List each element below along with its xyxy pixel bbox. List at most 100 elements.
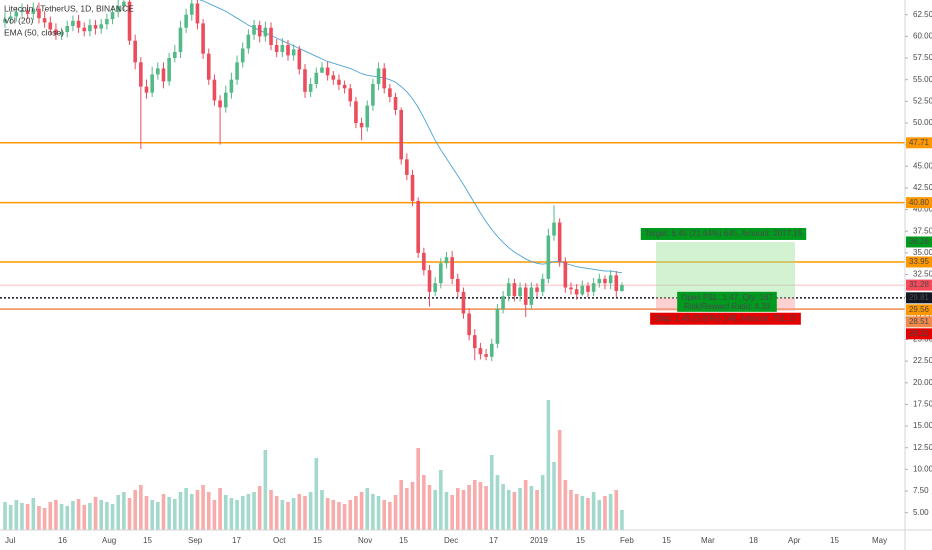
- candle-body: [252, 25, 256, 35]
- volume-bar: [467, 485, 471, 530]
- volume-bar: [472, 480, 477, 530]
- candle-body: [427, 270, 432, 292]
- volume-bar: [608, 494, 613, 530]
- price-tag-bg: [906, 316, 932, 328]
- candle-body: [569, 287, 573, 290]
- volume-bar: [552, 462, 556, 530]
- x-tick-label: 15: [830, 536, 839, 545]
- candle-body: [495, 309, 500, 344]
- candle-body: [518, 287, 522, 297]
- candle-body: [167, 58, 171, 82]
- candle-body: [591, 283, 596, 292]
- open-pl-label: Open P&L: 1.47, Qty: 167: [681, 293, 773, 302]
- candle-body: [546, 235, 551, 279]
- candle-body: [523, 287, 528, 305]
- candle-body: [597, 278, 602, 284]
- candle-body: [20, 10, 24, 13]
- volume-bar: [189, 494, 194, 530]
- volume-bar: [506, 490, 511, 530]
- candle-body: [410, 174, 415, 201]
- volume-bar: [252, 492, 256, 530]
- volume-bar: [529, 486, 534, 530]
- volume-bar: [450, 495, 454, 530]
- volume-bar: [422, 475, 426, 530]
- volume-bar: [82, 505, 87, 530]
- candle-body: [291, 49, 296, 56]
- volume-bar: [489, 455, 494, 530]
- candle-body: [450, 257, 454, 279]
- volume-bar: [342, 504, 347, 530]
- volume-bar: [354, 496, 358, 530]
- price-tag: 29.56: [909, 305, 930, 314]
- candle-body: [240, 48, 245, 63]
- volume-bar: [31, 498, 36, 530]
- candle-body: [25, 10, 30, 14]
- volume-bar: [20, 503, 24, 530]
- x-tick-label: 15: [662, 536, 671, 545]
- volume-bar: [546, 400, 551, 530]
- candle-body: [42, 18, 47, 23]
- candle-body: [48, 22, 53, 30]
- volume-bar: [444, 492, 449, 530]
- x-tick-label: 15: [313, 536, 322, 545]
- y-tick-label: 52.50: [913, 96, 932, 105]
- volume-bar: [178, 492, 183, 530]
- volume-bar: [382, 500, 387, 530]
- volume-bar: [263, 450, 268, 530]
- candle-body: [506, 283, 511, 297]
- candle-body: [563, 261, 568, 288]
- y-tick-label: 57.50: [913, 53, 932, 62]
- candle-body: [223, 92, 228, 108]
- indicator-label: EMA (50, close): [4, 27, 64, 37]
- candle-body: [173, 51, 177, 59]
- volume-bar: [291, 498, 296, 530]
- x-tick-label: May: [872, 536, 887, 545]
- volume-bar: [484, 486, 488, 530]
- candle-body: [3, 19, 7, 23]
- volume-bar: [173, 499, 177, 530]
- volume-bar: [523, 480, 528, 530]
- target-label: Target: 6.45 (21.64%) 645, Amount: 2077.…: [645, 229, 803, 238]
- volume-bar: [495, 475, 500, 530]
- x-tick-label: Sep: [188, 536, 203, 545]
- rr-label: Risk/Reward Ratio: 4.33: [684, 302, 771, 311]
- x-tick-label: Feb: [620, 536, 634, 545]
- candle-body: [354, 101, 358, 123]
- candle-body: [439, 263, 443, 284]
- volume-bar: [557, 430, 562, 530]
- price-tag-bg: [906, 292, 932, 304]
- candle-body: [529, 287, 534, 305]
- volume-bar: [325, 498, 330, 530]
- volume-bar: [48, 502, 53, 530]
- candle-body: [156, 68, 160, 75]
- volume-bar: [280, 500, 285, 530]
- candle-body: [133, 40, 137, 63]
- volume-bar: [461, 490, 466, 530]
- candle-body: [472, 335, 477, 349]
- volume-bar: [574, 494, 579, 530]
- candle-body: [297, 49, 302, 70]
- volume-bar: [14, 500, 19, 530]
- candle-body: [31, 8, 36, 14]
- candle-body: [269, 27, 273, 46]
- volume-bar: [59, 504, 64, 530]
- candle-body: [76, 20, 81, 28]
- y-tick-label: 15.00: [913, 421, 932, 430]
- volume-bar: [127, 498, 132, 530]
- candle-body: [557, 222, 562, 262]
- volume-bar: [246, 494, 251, 530]
- candle-body: [263, 27, 268, 37]
- x-tick-label: Aug: [102, 536, 116, 545]
- price-tag-bg: [906, 328, 932, 340]
- candle-body: [444, 257, 449, 264]
- candle-body: [201, 23, 205, 54]
- x-tick-label: 17: [489, 536, 498, 545]
- candle-body: [608, 275, 613, 284]
- candle-body: [246, 34, 251, 49]
- candle-body: [467, 313, 471, 336]
- candle-body: [178, 27, 183, 52]
- candle-body: [393, 96, 398, 110]
- volume-bar: [223, 495, 228, 530]
- candle-body: [71, 20, 75, 26]
- volume-bar: [167, 497, 171, 530]
